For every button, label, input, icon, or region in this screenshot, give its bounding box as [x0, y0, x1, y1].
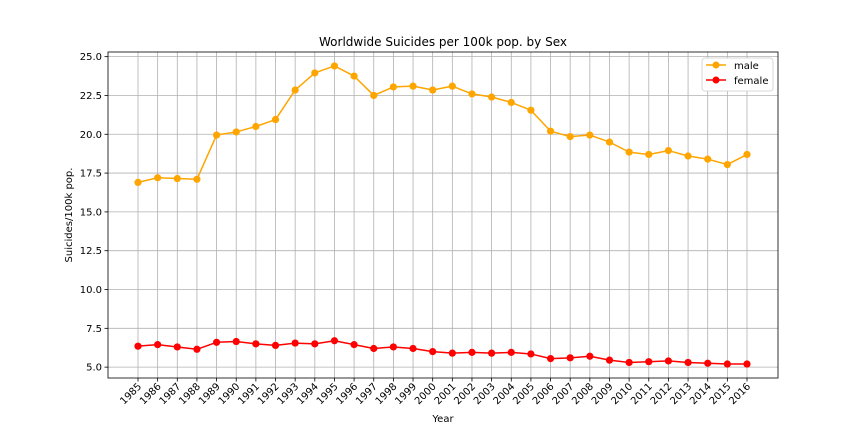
data-point-male: [330, 62, 339, 70]
data-point-male: [252, 122, 260, 131]
data-point-female: [409, 344, 417, 353]
data-point-female: [448, 349, 456, 357]
data-point-female: [507, 348, 515, 356]
data-point-female: [370, 344, 378, 353]
legend: male female: [701, 57, 774, 92]
x-axis-title: Year: [431, 414, 454, 425]
data-point-female: [566, 354, 574, 362]
data-point-female: [527, 350, 535, 358]
y-tick-label: 7.5: [86, 324, 102, 335]
plot-frame: [107, 51, 779, 379]
data-point-male: [154, 174, 162, 182]
data-point-male: [704, 155, 712, 163]
y-tick-label: 20.0: [80, 130, 102, 141]
data-point-male: [605, 138, 614, 146]
legend-label-female: female: [734, 76, 768, 87]
data-point-male: [664, 146, 673, 155]
data-point-female: [134, 342, 142, 350]
y-tick-label: 15.0: [80, 207, 102, 218]
data-point-male: [429, 86, 437, 94]
y-axis: 5.0 7.5 10.0 12.5 15.0 17.5 20.0 22.5 25.0: [80, 52, 108, 374]
data-point-female: [154, 341, 162, 349]
y-tick-label: 12.5: [80, 246, 102, 257]
data-point-female: [664, 357, 673, 365]
data-point-female: [271, 341, 280, 349]
data-point-male: [193, 175, 201, 183]
data-point-female: [311, 340, 319, 348]
legend-box: [701, 57, 774, 92]
data-point-male: [389, 83, 397, 91]
data-point-female: [625, 358, 633, 367]
y-tick-label: 17.5: [80, 169, 102, 180]
data-point-male: [468, 90, 476, 98]
data-point-female: [252, 340, 260, 348]
data-point-male: [134, 178, 142, 186]
data-point-male: [586, 131, 594, 139]
data-point-male: [370, 91, 378, 100]
legend-marker-female: [712, 76, 720, 84]
data-point-male: [291, 86, 299, 94]
data-point-female: [232, 337, 240, 346]
data-point-male: [566, 133, 574, 141]
legend-marker-male: [712, 61, 720, 69]
data-point-male: [448, 82, 456, 90]
data-point-male: [684, 152, 692, 160]
data-point-female: [723, 360, 731, 368]
data-point-female: [684, 358, 692, 367]
data-point-female: [488, 349, 496, 357]
grid: [108, 52, 778, 378]
data-point-female: [546, 354, 555, 363]
data-point-female: [743, 360, 751, 368]
data-point-female: [173, 343, 181, 351]
data-point-female: [645, 358, 653, 366]
data-point-male: [488, 93, 496, 101]
data-point-male: [173, 174, 181, 183]
data-point-male: [409, 82, 417, 90]
y-tick-label: 10.0: [80, 285, 102, 296]
chart-title: Worldwide Suicides per 100k pop. by Sex: [319, 35, 567, 49]
data-point-male: [743, 150, 751, 159]
data-point-female: [429, 348, 437, 356]
data-point-male: [645, 150, 653, 159]
data-point-male: [723, 160, 731, 169]
data-point-female: [330, 337, 339, 345]
data-point-male: [271, 115, 280, 124]
data-point-male: [232, 128, 240, 136]
legend-label-male: male: [734, 61, 759, 72]
series-layer: [134, 62, 751, 368]
data-point-male: [507, 98, 515, 107]
data-point-female: [704, 359, 712, 367]
data-point-female: [212, 338, 221, 346]
data-point-male: [350, 72, 358, 80]
data-point-male: [527, 106, 535, 114]
y-tick-label: 5.0: [86, 363, 102, 374]
data-point-female: [350, 341, 358, 349]
data-point-male: [311, 69, 319, 77]
y-axis-title: Suicides/100k pop.: [64, 168, 75, 263]
data-point-male: [212, 131, 221, 139]
data-point-female: [605, 356, 614, 364]
y-tick-label: 25.0: [80, 52, 102, 63]
series-male: [134, 62, 751, 186]
y-tick-label: 22.5: [80, 91, 102, 102]
data-point-female: [389, 343, 397, 351]
data-point-male: [546, 127, 555, 135]
data-point-female: [193, 345, 201, 353]
data-point-female: [586, 352, 594, 360]
series-female: [134, 337, 751, 368]
data-point-female: [468, 348, 476, 356]
data-point-female: [291, 339, 299, 347]
data-point-male: [625, 148, 633, 156]
